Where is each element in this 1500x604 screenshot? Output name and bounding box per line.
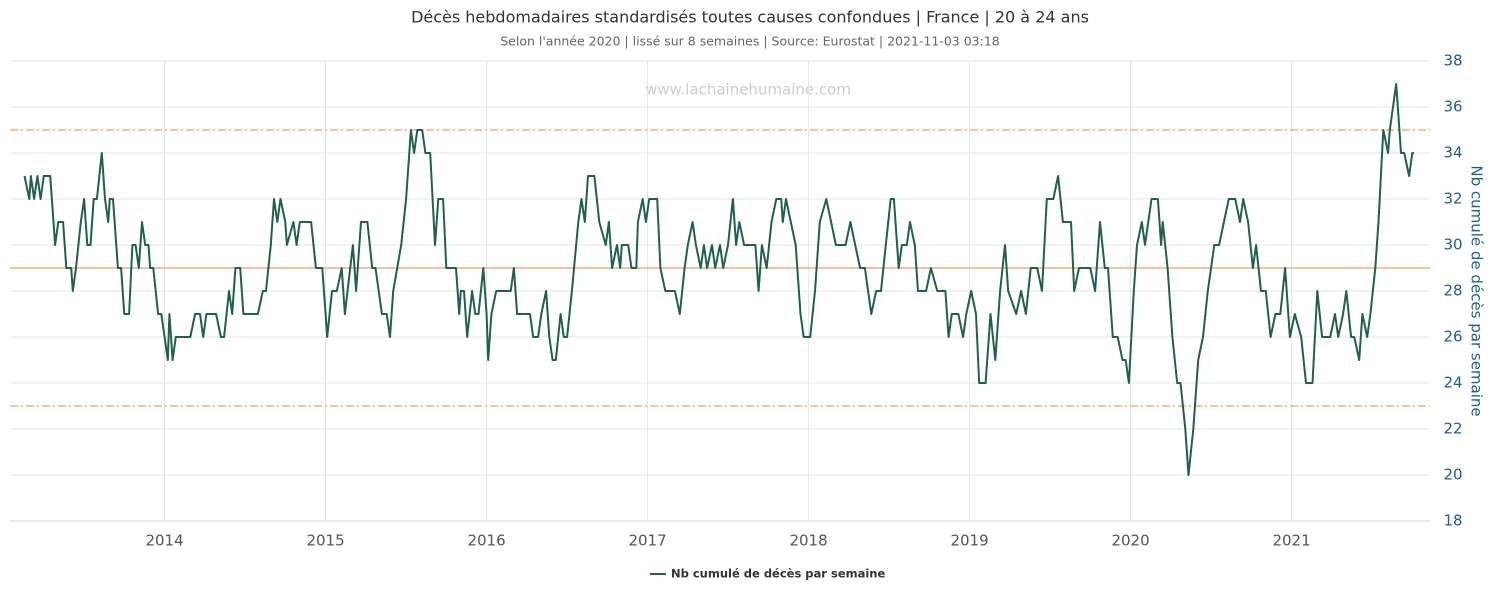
watermark: www.lachainehumaine.com (645, 81, 851, 99)
y-tick-label: 34 (1443, 144, 1462, 162)
x-tick-label: 2019 (950, 532, 988, 550)
x-tick-label: 2018 (789, 532, 827, 550)
y-axis-title: Nb cumulé de décès par semaine (1468, 165, 1486, 416)
x-tick-label: 2014 (145, 532, 183, 550)
data-line (23, 83, 1414, 476)
x-tick-label: 2020 (1111, 532, 1149, 550)
x-tick-label: 2021 (1272, 532, 1310, 550)
y-tick-label: 32 (1443, 190, 1462, 208)
x-tick-label: 2015 (306, 532, 344, 550)
chart-subtitle: Selon l'année 2020 | lissé sur 8 semaine… (500, 34, 1000, 49)
x-tick-label: 2017 (628, 532, 666, 550)
y-tick-label: 24 (1443, 374, 1462, 392)
y-tick-label: 30 (1443, 236, 1462, 254)
y-tick-label: 28 (1443, 282, 1462, 300)
y-tick-label: 36 (1443, 98, 1462, 116)
chart-title: Décès hebdomadaires standardisés toutes … (411, 8, 1089, 27)
x-tick-label: 2016 (467, 532, 505, 550)
y-tick-label: 38 (1443, 52, 1462, 70)
y-tick-label: 18 (1443, 512, 1462, 530)
legend-label: Nb cumulé de décès par semaine (671, 567, 885, 581)
y-tick-label: 20 (1443, 466, 1462, 484)
y-tick-label: 26 (1443, 328, 1462, 346)
y-tick-label: 22 (1443, 420, 1462, 438)
